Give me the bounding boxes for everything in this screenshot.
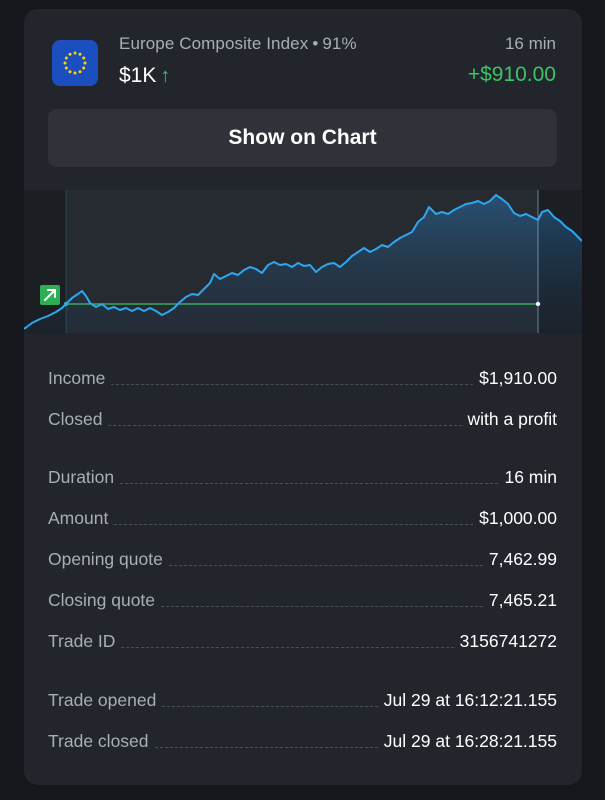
trade-duration: 16 min xyxy=(504,34,556,53)
eu-flag-icon xyxy=(52,40,98,86)
separator-dot: • xyxy=(312,34,319,53)
asset-info: Europe Composite Index • 91% xyxy=(119,34,357,54)
detail-value: Jul 29 at 16:28:21.155 xyxy=(383,731,557,751)
detail-label: Duration xyxy=(48,467,115,487)
leader-dots xyxy=(120,483,499,484)
leader-dots xyxy=(121,647,454,648)
detail-label: Opening quote xyxy=(48,549,163,569)
trade-mini-chart xyxy=(24,190,582,333)
detail-row-trade-id: Trade ID 3156741272 xyxy=(48,626,557,652)
detail-row-closing-quote: Closing quote 7,465.21 xyxy=(48,585,557,611)
detail-label: Trade opened xyxy=(48,690,157,710)
price-area xyxy=(24,195,582,333)
leader-dots xyxy=(161,606,483,607)
leader-dots xyxy=(168,565,483,566)
arrow-up-icon: ↑ xyxy=(160,64,171,87)
leader-dots xyxy=(154,747,378,748)
detail-value: $1,000.00 xyxy=(479,508,557,528)
detail-value: Jul 29 at 16:12:21.155 xyxy=(383,690,557,710)
detail-row-income: Income $1,910.00 xyxy=(48,363,557,389)
detail-row-opening-quote: Opening quote 7,462.99 xyxy=(48,544,557,570)
detail-label: Trade ID xyxy=(48,631,116,651)
detail-row-trade-closed: Trade closed Jul 29 at 16:28:21.155 xyxy=(48,726,557,752)
arrow-up-right-icon xyxy=(40,285,60,305)
payout-percent: 91% xyxy=(322,34,357,53)
leader-dots xyxy=(114,524,474,525)
detail-row-amount: Amount $1,000.00 xyxy=(48,503,557,529)
leader-dots xyxy=(108,425,462,426)
trade-profit: +$910.00 xyxy=(467,63,556,86)
trade-header: Europe Composite Index • 91% 16 min $1K ↑ … xyxy=(24,9,582,109)
detail-label: Closed xyxy=(48,409,103,429)
detail-label: Closing quote xyxy=(48,590,156,610)
leader-dots xyxy=(162,706,378,707)
detail-value: 7,462.99 xyxy=(488,549,557,569)
price-line xyxy=(24,194,582,330)
detail-value: $1,910.00 xyxy=(479,368,557,388)
trade-amount-line: $1K ↑ xyxy=(119,64,170,88)
asset-name: Europe Composite Index xyxy=(119,34,309,53)
trade-card: Europe Composite Index • 91% 16 min $1K ↑ … xyxy=(24,9,582,785)
trade-amount: $1K xyxy=(119,64,157,87)
detail-row-trade-opened: Trade opened Jul 29 at 16:12:21.155 xyxy=(48,685,557,711)
detail-row-closed: Closed with a profit xyxy=(48,404,557,430)
detail-label: Income xyxy=(48,368,106,388)
detail-label: Trade closed xyxy=(48,731,149,751)
detail-label: Amount xyxy=(48,508,109,528)
detail-value: 16 min xyxy=(504,467,557,487)
detail-value: with a profit xyxy=(467,409,557,429)
detail-value: 3156741272 xyxy=(459,631,557,651)
detail-value: 7,465.21 xyxy=(488,590,557,610)
show-on-chart-button[interactable]: Show on Chart xyxy=(48,109,557,167)
detail-row-duration: Duration 16 min xyxy=(48,462,557,488)
leader-dots xyxy=(111,384,474,385)
